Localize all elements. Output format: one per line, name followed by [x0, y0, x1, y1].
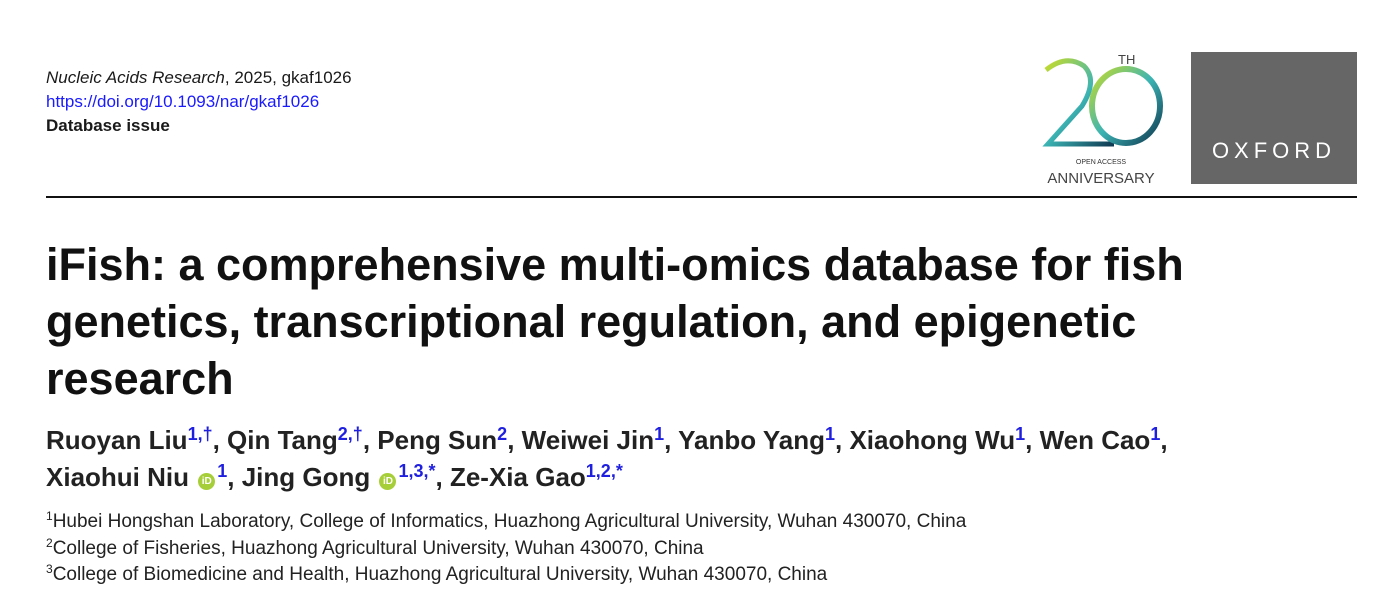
affiliation-list: 1Hubei Hongshan Laboratory, College of I…: [46, 509, 966, 589]
author-name[interactable]: Weiwei Jin: [521, 425, 655, 455]
author-name[interactable]: Ze-Xia Gao: [449, 462, 586, 492]
anniversary-suffix: TH: [1118, 52, 1135, 67]
author-affiliation-marker[interactable]: 1: [1015, 424, 1026, 444]
orcid-icon[interactable]: iD: [379, 473, 397, 490]
author[interactable]: Weiwei Jin1: [522, 425, 664, 455]
author-name[interactable]: Xiaohong Wu: [849, 425, 1016, 455]
author-affiliation-marker[interactable]: 1: [654, 424, 665, 444]
author-affiliation-marker[interactable]: 1,†: [187, 424, 213, 444]
author[interactable]: Jing Gong iD1,3,*: [242, 462, 436, 492]
author[interactable]: Xiaohui Niu iD1: [46, 462, 227, 492]
author-affiliation-marker[interactable]: 2: [497, 424, 508, 444]
author[interactable]: Ruoyan Liu1,†: [46, 425, 213, 455]
author[interactable]: Qin Tang2,†: [227, 425, 363, 455]
author-name[interactable]: Yanbo Yang: [678, 425, 825, 455]
author-affiliation-marker[interactable]: 1: [1150, 424, 1161, 444]
anniversary-line1: OPEN ACCESS: [1076, 159, 1127, 166]
author-affiliation-marker[interactable]: 1: [825, 424, 836, 444]
affiliation: 2College of Fisheries, Huazhong Agricult…: [46, 535, 704, 559]
header-divider: [46, 196, 1357, 198]
publisher-name: OXFORD: [1211, 138, 1337, 163]
journal-name: Nucleic Acids Research: [46, 68, 225, 87]
author-affiliation-marker[interactable]: 1,3,*: [398, 461, 436, 481]
author-name[interactable]: Wen Cao: [1039, 425, 1151, 455]
doi-link[interactable]: https://doi.org/10.1093/nar/gkaf1026: [46, 92, 320, 111]
issue-label: Database issue: [46, 116, 170, 135]
author-affiliation-marker[interactable]: 1,2,*: [585, 461, 623, 481]
author[interactable]: Wen Cao1: [1040, 425, 1161, 455]
author[interactable]: Yanbo Yang1: [678, 425, 835, 455]
citation: , 2025, gkaf1026: [224, 68, 352, 87]
anniversary-line2: ANNIVERSARY: [1047, 170, 1154, 187]
article-meta: Nucleic Acids Research, 2025, gkaf1026 h…: [46, 66, 352, 138]
open-access-20th-anniversary-logo: TH OPEN ACCESS ANNIVERSARY: [1042, 52, 1163, 187]
author-name[interactable]: Qin Tang: [227, 425, 338, 455]
author-name[interactable]: Ruoyan Liu: [46, 425, 188, 455]
affiliation: 1Hubei Hongshan Laboratory, College of I…: [46, 509, 967, 532]
author[interactable]: Ze-Xia Gao1,2,*: [450, 462, 623, 492]
orcid-icon[interactable]: iD: [198, 473, 216, 490]
author-list: Ruoyan Liu1,†, Qin Tang2,†, Peng Sun2, W…: [46, 424, 1168, 492]
oxford-logo: OXFORD: [1191, 52, 1357, 184]
affiliation: 3College of Biomedicine and Health, Huaz…: [46, 562, 828, 585]
author-name[interactable]: Peng Sun: [377, 425, 498, 455]
author-name[interactable]: Jing Gong: [241, 462, 371, 492]
author-affiliation-marker[interactable]: 1: [217, 461, 228, 481]
author-name[interactable]: Xiaohui Niu: [46, 462, 189, 492]
author-affiliation-marker[interactable]: 2,†: [337, 424, 363, 444]
author[interactable]: Xiaohong Wu1: [849, 425, 1025, 455]
paper-title: iFish: a comprehensive multi-omics datab…: [46, 239, 1184, 404]
author[interactable]: Peng Sun2: [377, 425, 507, 455]
